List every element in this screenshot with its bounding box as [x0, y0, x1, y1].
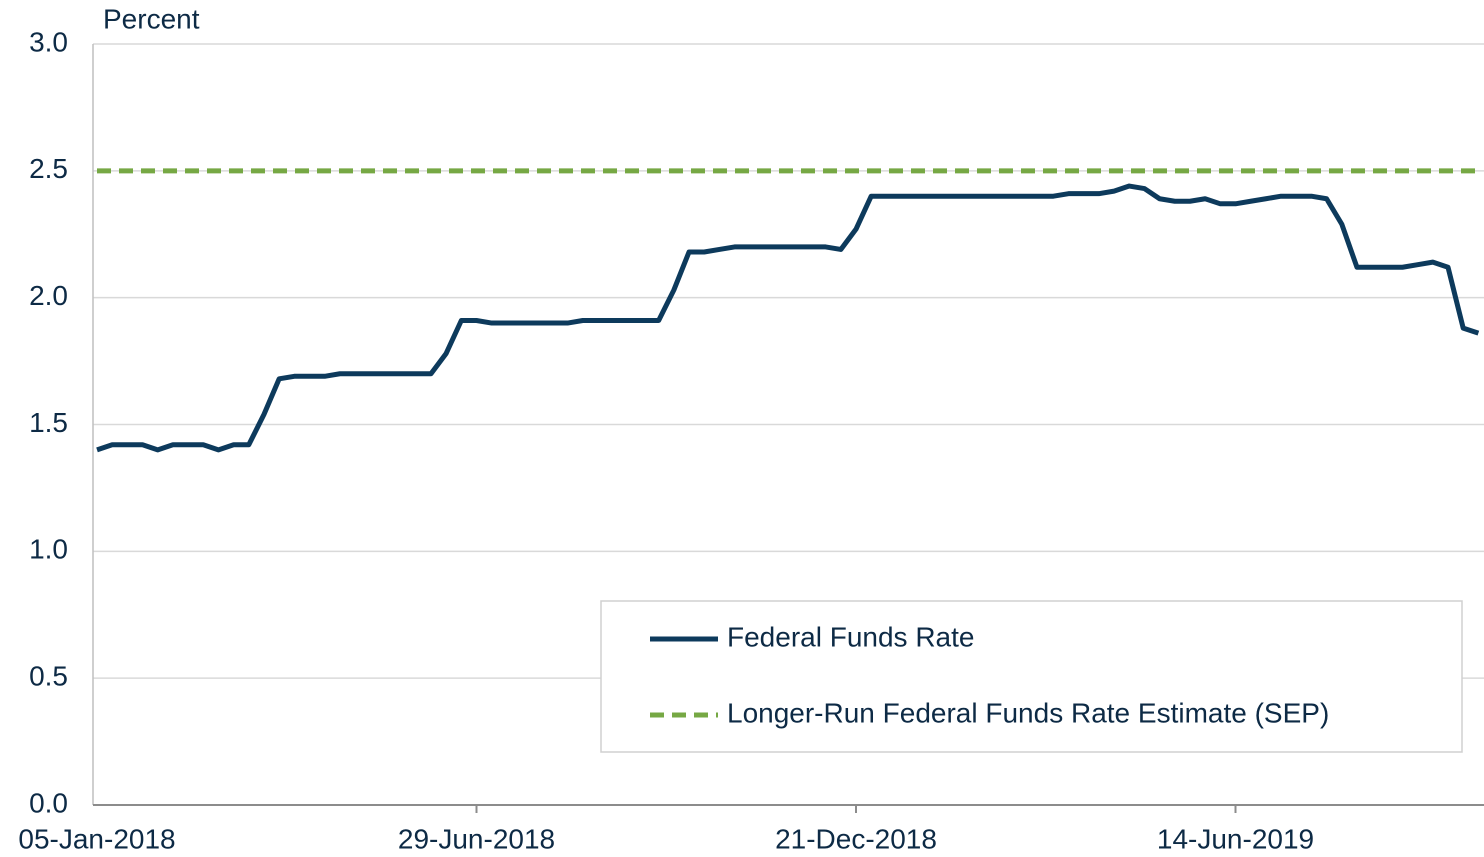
x-tick-label: 21-Dec-2018	[775, 823, 937, 854]
y-tick-label: 0.0	[29, 787, 68, 818]
legend-label: Longer-Run Federal Funds Rate Estimate (…	[727, 697, 1329, 728]
y-tick-label: 1.5	[29, 407, 68, 438]
legend-box	[600, 600, 1463, 753]
x-tick-label: 29-Jun-2018	[398, 823, 555, 854]
y-tick-label: 1.0	[29, 534, 68, 565]
y-tick-label: 3.0	[29, 26, 68, 57]
x-tick-label: 14-Jun-2019	[1157, 823, 1314, 854]
series-line	[96, 183, 1480, 453]
legend-label: Federal Funds Rate	[727, 621, 974, 652]
y-tick-label: 0.5	[29, 661, 68, 692]
y-tick-label: 2.0	[29, 280, 68, 311]
y-axis-label: Percent	[103, 3, 200, 34]
x-tick-label: 05-Jan-2018	[18, 823, 175, 854]
y-tick-label: 2.5	[29, 153, 68, 184]
